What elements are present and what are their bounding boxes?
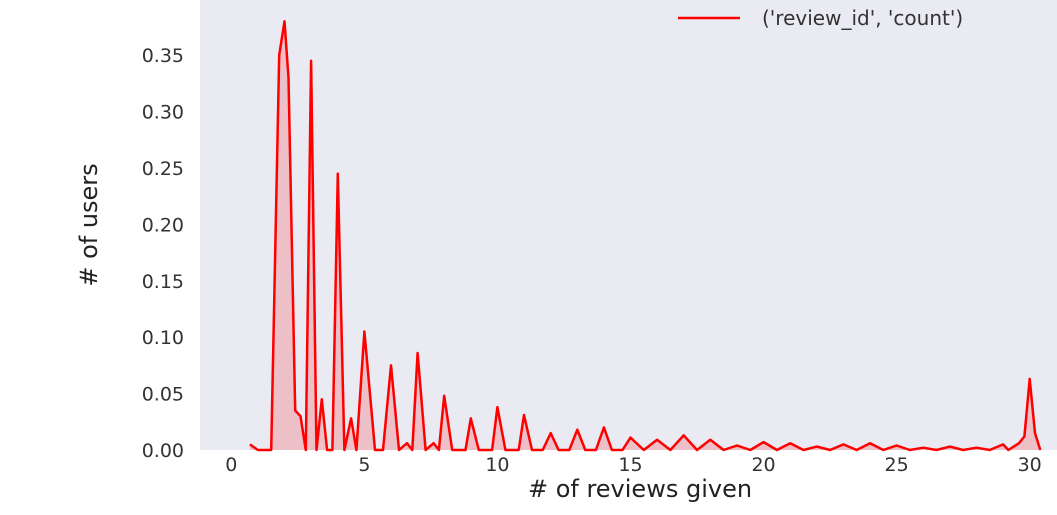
x-tick-label: 0 — [225, 454, 237, 476]
plot-background — [200, 0, 1057, 450]
x-axis-label: # of reviews given — [528, 475, 752, 503]
legend: ('review_id', 'count') — [678, 6, 963, 30]
y-tick-label: 0.10 — [142, 327, 184, 349]
x-tick-label: 10 — [485, 454, 509, 476]
y-axis-label: # of users — [75, 163, 103, 286]
series-line — [249, 20, 1042, 452]
y-tick-label: 0.30 — [142, 102, 184, 124]
x-tick-label: 30 — [1018, 454, 1042, 476]
y-tick-label: 0.00 — [142, 440, 184, 462]
x-tick-label: 20 — [751, 454, 775, 476]
x-tick-label: 5 — [358, 454, 370, 476]
y-tick-label: 0.25 — [142, 158, 184, 180]
y-tick-label: 0.35 — [142, 45, 184, 67]
y-tick-label: 0.15 — [142, 271, 184, 293]
x-axis-ticks: 0 5 10 15 20 25 30 — [225, 454, 1042, 476]
y-tick-label: 0.20 — [142, 214, 184, 236]
legend-entry-label: ('review_id', 'count') — [762, 6, 963, 30]
y-axis-ticks: 0.00 0.05 0.10 0.15 0.20 0.25 0.30 0.35 — [142, 45, 184, 462]
series-layer — [249, 20, 1042, 452]
x-tick-label: 25 — [885, 454, 909, 476]
x-tick-label: 15 — [618, 454, 642, 476]
y-tick-label: 0.05 — [142, 384, 184, 406]
